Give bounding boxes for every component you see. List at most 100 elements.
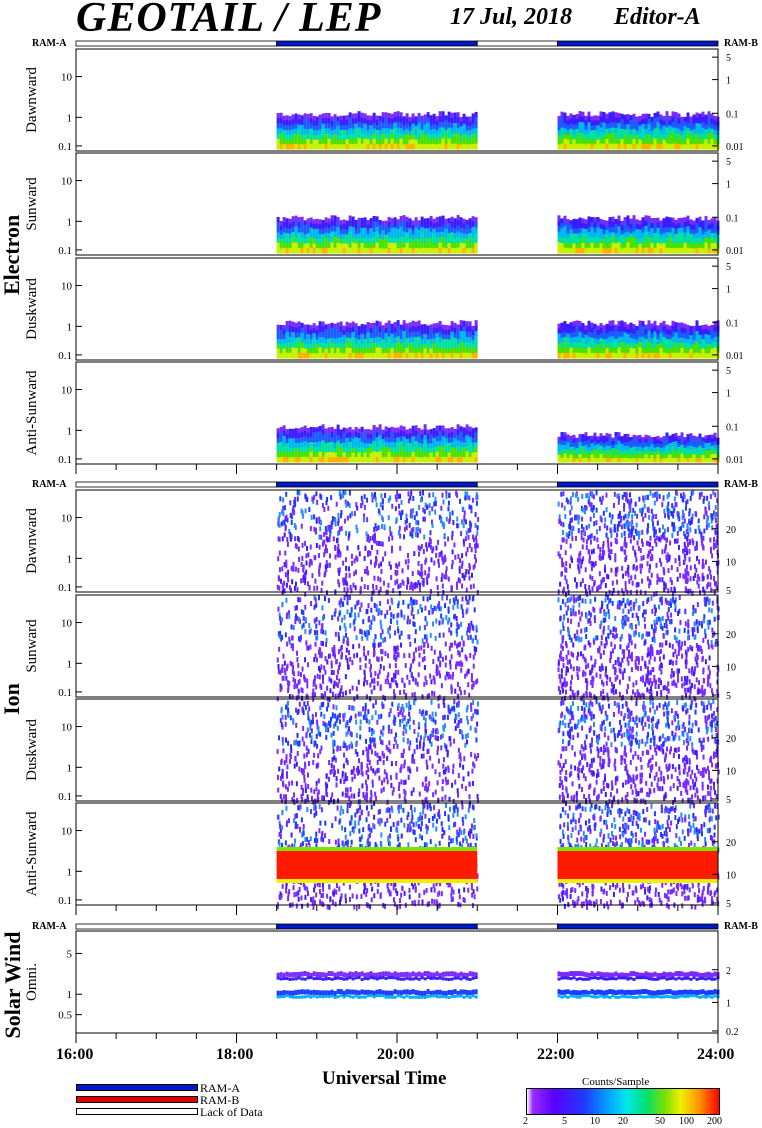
spectrogram-cell (303, 348, 307, 354)
spectrogram-cell (333, 220, 337, 227)
spectrogram-cell (707, 330, 711, 336)
spectrogram-cell (655, 541, 658, 547)
spectrogram-cell (450, 347, 454, 354)
spectrogram-cell (614, 329, 618, 335)
spectrogram-cell (450, 432, 454, 438)
spectrogram-cell (667, 568, 670, 574)
spectrogram-cell (638, 450, 642, 455)
spectrogram-cell (315, 233, 319, 239)
spectrogram-cell (680, 130, 684, 136)
spectrogram-cell (425, 634, 428, 640)
spectrogram-cell (318, 347, 322, 354)
spectrogram-cell (617, 123, 621, 129)
spectrogram-cell (623, 506, 626, 512)
spectrogram-cell (315, 125, 319, 131)
spectrogram-cell (698, 227, 702, 233)
spectrogram-cell (474, 427, 478, 433)
spectrogram-cell (354, 451, 358, 458)
spectrogram-cell (309, 113, 313, 119)
spectrogram-cell (610, 519, 613, 525)
spectrogram-cell (590, 120, 594, 127)
spectrogram-cell (653, 320, 657, 327)
spectrogram-cell (593, 227, 597, 234)
spectrogram-cell (662, 331, 666, 338)
spectrogram-cell (387, 336, 391, 343)
spectrogram-cell (367, 534, 370, 540)
spectrogram-cell (378, 669, 381, 675)
spectrogram-cell (288, 139, 292, 145)
spectrogram-cell (345, 442, 349, 449)
spectrogram-cell (704, 446, 708, 452)
spectrogram-cell (342, 432, 346, 438)
spectrogram-cell (354, 343, 358, 349)
spectrogram-cell (471, 442, 475, 448)
spectrogram-cell (450, 128, 454, 134)
spectrogram-cell (285, 429, 289, 435)
spectrogram-cell (441, 324, 445, 330)
spectrogram-cell (357, 222, 361, 229)
spectrogram-cell (585, 544, 588, 550)
spectrogram-cell (590, 560, 593, 566)
spectrogram-cell (389, 495, 392, 501)
spectrogram-cell (372, 430, 376, 437)
spectrogram-cell (288, 442, 292, 449)
spectrogram-cell (397, 584, 400, 590)
spectrogram-cell (662, 326, 666, 333)
spectrogram-cell (403, 614, 406, 620)
spectrogram-cell (475, 542, 478, 548)
spectrogram-cell (635, 335, 639, 341)
spectrogram-cell (704, 338, 708, 345)
spectrogram-cell (677, 133, 681, 140)
spectrogram-cell (659, 134, 663, 140)
spectrogram-cell (282, 129, 286, 136)
spectrogram-cell (471, 344, 475, 350)
spectrogram-cell (321, 321, 325, 328)
spectrogram-cell (451, 510, 454, 516)
spectrogram-cell (629, 124, 633, 131)
spectrogram-cell (677, 322, 681, 329)
spectrogram-cell (344, 557, 347, 563)
spectrogram-cell (673, 496, 676, 502)
spectrogram-cell (424, 570, 427, 576)
spectrogram-cell (436, 584, 439, 590)
spectrogram-cell (677, 337, 681, 344)
spectrogram-cell (342, 224, 346, 230)
spectrogram-cell (286, 537, 289, 543)
spectrogram-cell (324, 438, 328, 444)
spectrogram-cell (599, 138, 603, 145)
spectrogram-cell (318, 129, 322, 135)
spectrogram-cell (384, 117, 388, 124)
spectrogram-cell (328, 536, 331, 542)
spectrogram-cell (342, 330, 346, 336)
spectrogram-cell (584, 130, 588, 136)
spectrogram-cell (297, 237, 301, 244)
spectrogram-cell (348, 226, 352, 233)
spectrogram-cell (638, 238, 642, 245)
spectrogram-cell (312, 328, 316, 334)
spectrogram-cell (399, 324, 403, 330)
spectrogram-cell (598, 554, 601, 560)
spectrogram-cell (572, 336, 576, 343)
spectrogram-cell (641, 347, 645, 354)
spectrogram-cell (614, 449, 618, 454)
spectrogram-cell (407, 552, 410, 558)
spectrogram-cell (345, 437, 349, 444)
spectrogram-cell (399, 237, 403, 243)
spectrogram-cell (336, 352, 340, 359)
spectrogram-cell (441, 247, 445, 254)
spectrogram-cell (372, 143, 376, 150)
spectrogram-cell (402, 436, 406, 443)
spectrogram-cell (372, 435, 376, 442)
spectrogram-cell (291, 433, 295, 439)
spectrogram-cell (279, 426, 283, 433)
spectrogram-cell (569, 496, 572, 502)
spectrogram-cell (590, 458, 594, 463)
spectrogram-cell (453, 332, 457, 339)
spectrogram-cell (321, 502, 324, 508)
spectrogram-cell (441, 236, 445, 243)
spectrogram-cell (414, 342, 418, 349)
spectrogram-cell (324, 118, 328, 124)
spectrogram-cell (677, 217, 681, 224)
spectrogram-cell (438, 127, 442, 134)
spectrogram-cell (312, 442, 316, 448)
